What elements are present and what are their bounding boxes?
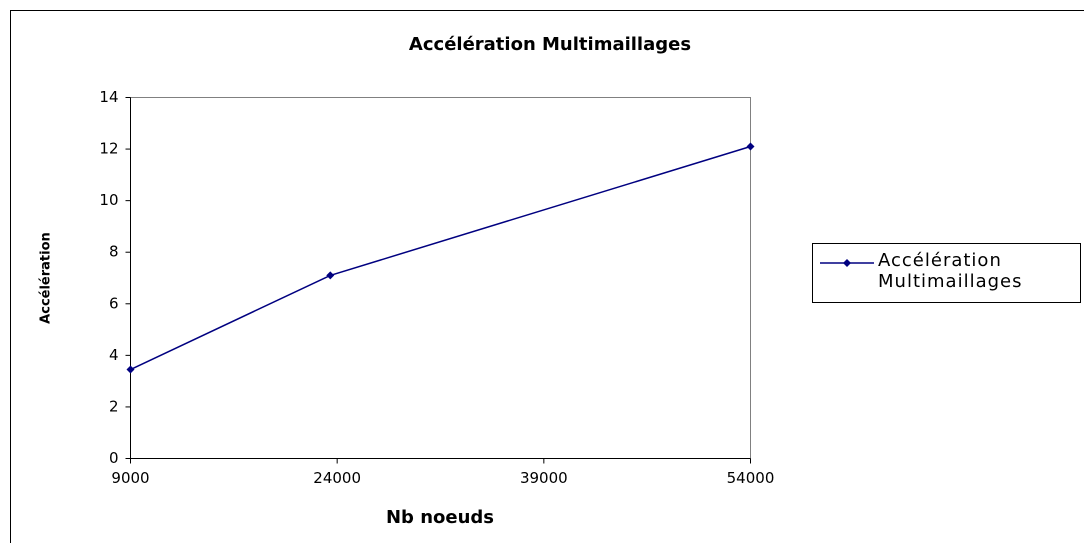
chart-title: Accélération Multimaillages xyxy=(409,34,691,55)
y-tick-label: 6 xyxy=(109,294,119,312)
x-tick-label: 39000 xyxy=(520,469,568,487)
y-tick-label: 0 xyxy=(109,449,119,467)
y-tick-label: 14 xyxy=(99,88,118,106)
y-axis-label: Accélération xyxy=(39,232,54,324)
plot-area xyxy=(131,98,751,459)
x-tick-label: 9000 xyxy=(111,469,149,487)
y-tick-label: 12 xyxy=(99,140,118,158)
y-tick-label: 10 xyxy=(99,191,118,209)
x-axis-label: Nb noeuds xyxy=(386,507,494,528)
legend-label: Accélération Multimaillages xyxy=(878,250,1058,292)
x-tick-label: 24000 xyxy=(313,469,361,487)
y-tick-label: 2 xyxy=(109,397,119,415)
legend-label-box: Accélération Multimaillages xyxy=(878,250,1078,294)
x-tick-label: 54000 xyxy=(727,469,775,487)
y-tick-label: 4 xyxy=(109,346,119,364)
y-tick-label: 8 xyxy=(109,243,119,261)
